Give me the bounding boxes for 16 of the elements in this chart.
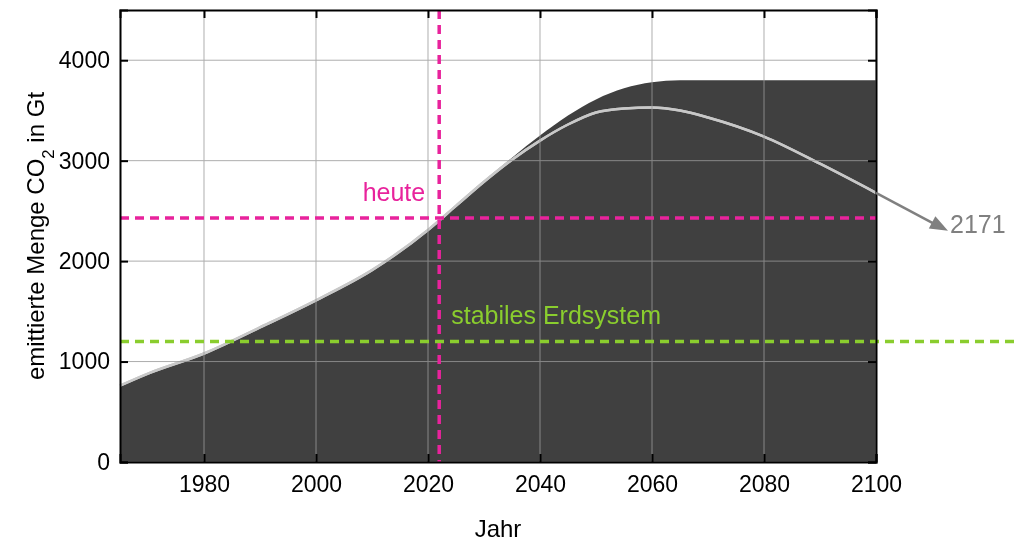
x-tick-label: 2020 (402, 471, 455, 498)
y-tick-label: 1000 (58, 348, 110, 375)
ref-line-label: stabiles Erdsystem (451, 301, 661, 330)
x-tick-label: 1980 (178, 471, 231, 498)
x-tick-label: 2040 (514, 471, 567, 498)
x-tick-label: 2060 (626, 471, 679, 498)
y-tick-label: 0 (97, 448, 110, 475)
x-tick-label: 2100 (850, 471, 903, 498)
x-tick-label: 2080 (738, 471, 791, 498)
y-tick-label: 2000 (58, 247, 110, 274)
x-tick-label: 2000 (290, 471, 343, 498)
text: 2171 (950, 209, 1006, 238)
ref-line-label: heute (362, 177, 426, 206)
y-tick-label: 3000 (58, 147, 110, 174)
y-tick-label: 4000 (58, 47, 110, 74)
x-axis-title: Jahr (474, 515, 522, 542)
